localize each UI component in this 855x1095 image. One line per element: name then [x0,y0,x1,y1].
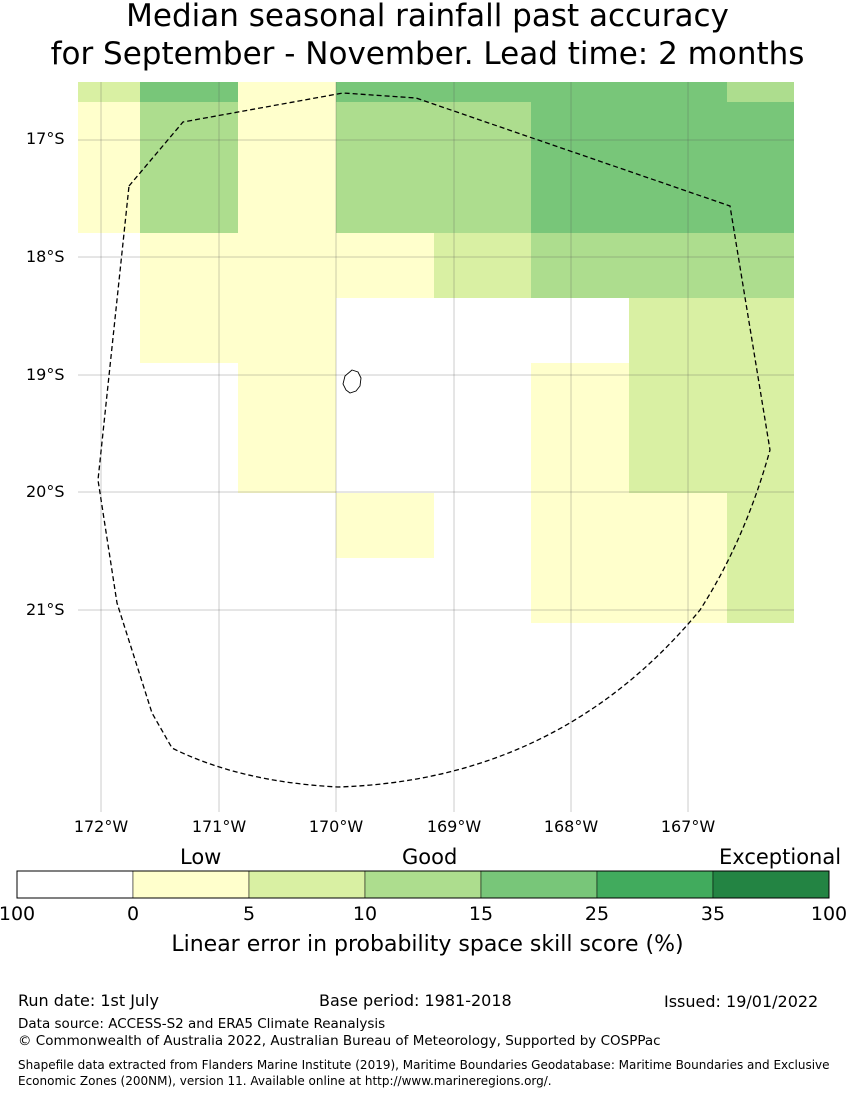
colorbar-swatch [480,870,598,899]
eez-boundary [97,92,771,788]
colorbar-frame [16,870,830,899]
skill-cell [238,298,336,363]
issued-date: Issued: 19/01/2022 [664,992,819,1011]
legend-label-good: Good [402,845,458,869]
skill-cell [629,493,727,558]
legend-label-exceptional: Exceptional [719,845,842,869]
colorbar-tick: 0 [126,903,140,925]
colorbar-swatch [16,870,134,899]
shapefile-credit-line2: Economic Zones (200NM), version 11. Avai… [18,1074,552,1088]
skill-cell [336,493,434,558]
skill-cell [727,558,794,623]
skill-cell [140,298,238,363]
skill-cell [140,102,238,167]
skill-cell [238,428,336,493]
skill-cell [238,82,336,102]
lat-label-19s: 19°S [26,365,65,384]
skill-cell [434,233,531,298]
skill-cell [727,493,794,558]
skill-cell [629,167,727,233]
skill-cell [629,233,727,298]
skill-cell [78,167,140,233]
skill-cell [140,167,238,233]
skill-cell [238,233,336,298]
skill-cell [531,82,629,102]
lat-label-20s: 20°S [26,482,65,501]
run-date: Run date: 1st July [18,991,159,1010]
skill-cell [629,298,727,363]
skill-cell [336,233,434,298]
niue-island-outline [342,369,362,394]
lat-label-18s: 18°S [26,247,65,266]
colorbar-swatch [712,870,830,899]
skill-cell [531,493,629,558]
skill-cell [531,363,629,428]
lon-label-170w: 170°W [308,817,364,836]
skill-cell [78,102,140,167]
skill-cell [336,102,434,167]
colorbar-tick: 5 [242,903,256,925]
colorbar-tick: 25 [584,903,610,925]
lon-label-171w: 171°W [191,817,247,836]
skill-cell [629,558,727,623]
skill-cell [140,233,238,298]
skill-cell [727,102,794,167]
lon-label-167w: 167°W [660,817,716,836]
colorbar-tick: 100 [810,903,848,925]
lon-label-172w: 172°W [73,817,129,836]
colorbar-swatch [596,870,714,899]
skill-cell [629,102,727,167]
lat-label-21s: 21°S [26,600,65,619]
legend-label-low: Low [180,845,222,869]
colorbar-title: Linear error in probability space skill … [171,932,684,957]
colorbar-swatch [132,870,250,899]
colorbar-tick: 15 [468,903,494,925]
skill-cell [434,167,531,233]
skill-cell [78,82,140,102]
skill-cell [238,167,336,233]
lat-label-17s: 17°S [26,129,65,148]
skill-cell [238,363,336,428]
lon-label-169w: 169°W [426,817,482,836]
skill-cell [727,167,794,233]
skill-cell [629,363,727,428]
base-period: Base period: 1981-2018 [319,991,512,1010]
colorbar-tick: 100 [0,903,36,925]
skill-cell [238,102,336,167]
shapefile-credit-line1: Shapefile data extracted from Flanders M… [18,1058,830,1072]
skill-cell [531,233,629,298]
skill-cell [629,428,727,493]
graticule [78,82,794,812]
copyright: © Commonwealth of Australia 2022, Austra… [18,1033,661,1049]
colorbar-tick: 35 [700,903,726,925]
map-title-line2: for September - November. Lead time: 2 m… [50,36,805,72]
colorbar-swatches [16,870,830,899]
skill-cell [727,82,794,102]
colorbar-tick: 10 [352,903,378,925]
skill-cell [629,82,727,102]
skill-cell [434,102,531,167]
map-title-line1: Median seasonal rainfall past accuracy [126,0,729,34]
skill-cell [531,428,629,493]
colorbar-swatch [364,870,482,899]
data-source: Data source: ACCESS-S2 and ERA5 Climate … [18,1016,386,1032]
skill-cell [727,233,794,298]
skill-cell [531,167,629,233]
skill-cell [336,167,434,233]
skill-cell [531,558,629,623]
skill-cell [434,82,531,102]
skill-cell [531,102,629,167]
lon-label-168w: 168°W [543,817,599,836]
skill-cell [727,298,794,363]
colorbar-swatch [248,870,366,899]
skill-cell [140,82,238,102]
